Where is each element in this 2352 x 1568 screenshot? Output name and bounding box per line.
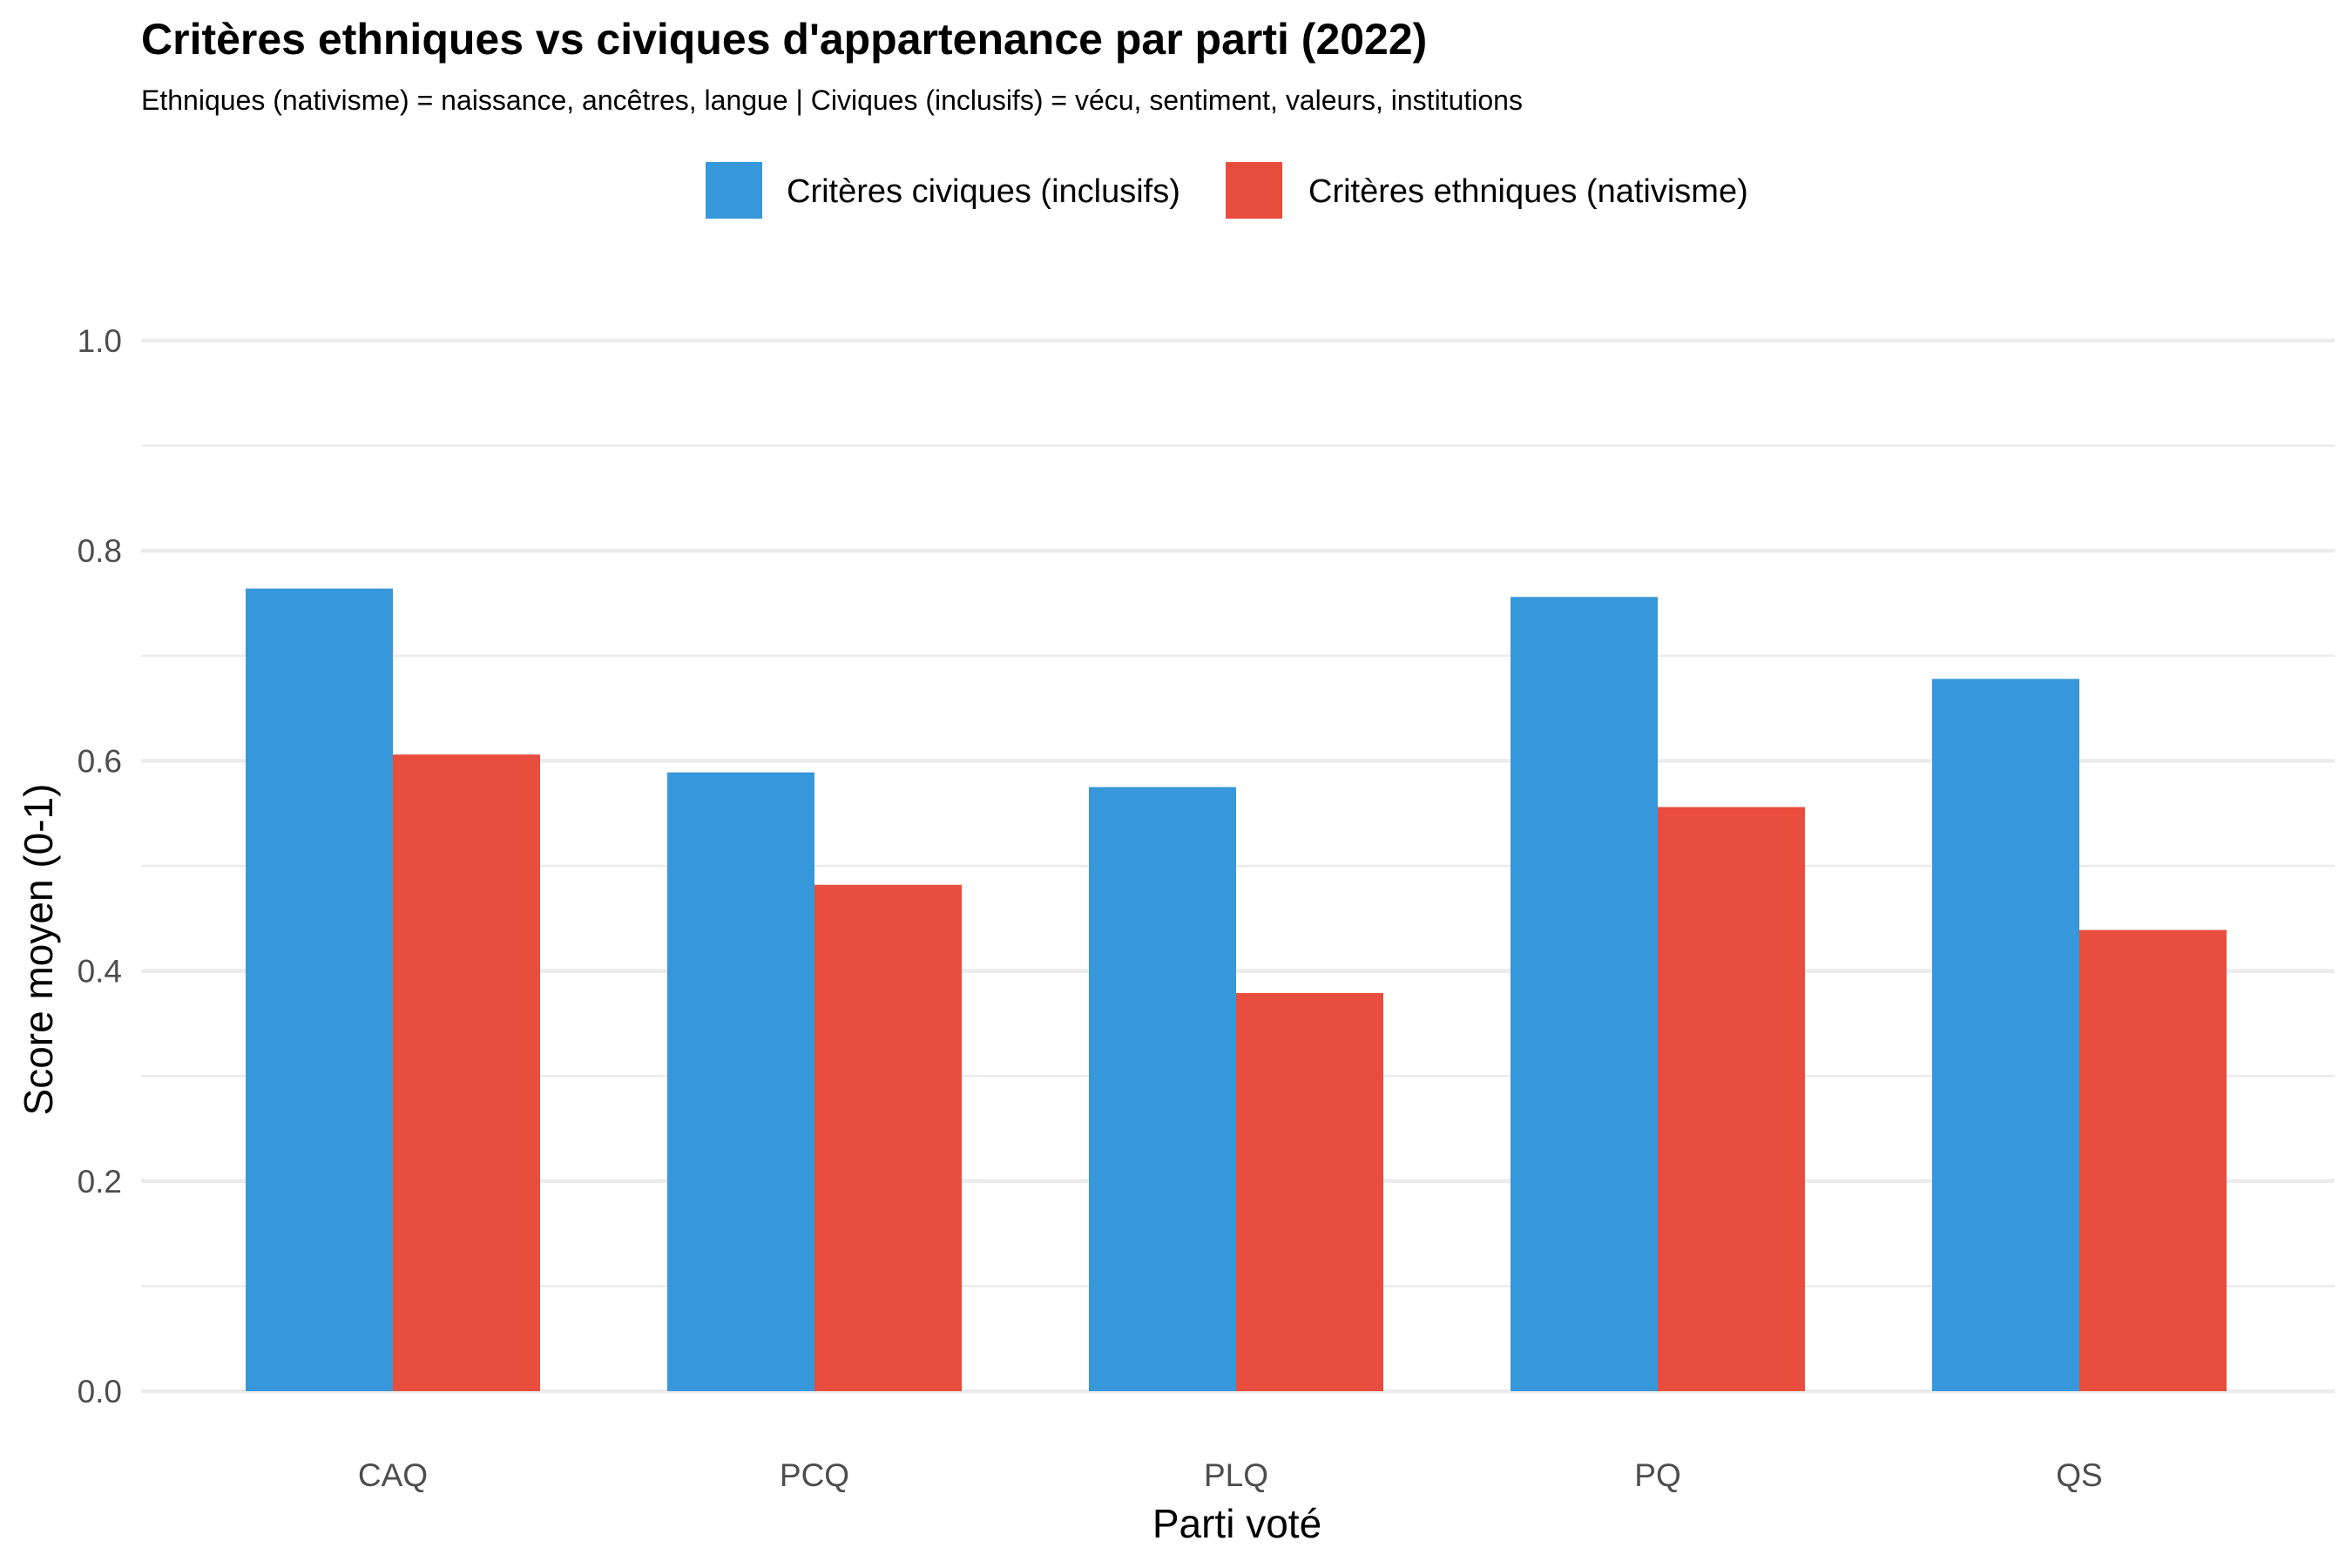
legend-label-civiques: Critères civiques (inclusifs) <box>787 173 1180 210</box>
x-tick-label: PLQ <box>1204 1457 1268 1493</box>
legend-label-ethniques: Critères ethniques (nativisme) <box>1308 173 1748 210</box>
legend-swatch-civiques <box>706 162 762 219</box>
bar-qs-civiques <box>1932 679 2079 1391</box>
x-tick-label: PCQ <box>780 1457 849 1493</box>
y-tick-label: 1.0 <box>78 323 122 359</box>
bar-pcq-civiques <box>667 772 814 1391</box>
bars <box>246 588 2227 1391</box>
y-tick-label: 0.4 <box>78 954 122 990</box>
chart-title: Critères ethniques vs civiques d'apparte… <box>141 15 1427 64</box>
bar-plq-civiques <box>1089 787 1236 1391</box>
x-tick-label: QS <box>2056 1457 2102 1493</box>
y-axis-ticks: 0.0 0.2 0.4 0.6 0.8 1.0 <box>78 323 122 1409</box>
y-tick-label: 0.6 <box>78 743 122 779</box>
bar-caq-civiques <box>246 588 393 1391</box>
y-tick-label: 0.2 <box>78 1164 122 1200</box>
y-tick-label: 0.0 <box>78 1374 122 1409</box>
bar-pq-ethniques <box>1658 807 1805 1391</box>
bar-pq-civiques <box>1511 597 1658 1391</box>
y-axis-title: Score moyen (0-1) <box>16 784 61 1116</box>
legend-swatch-ethniques <box>1226 162 1282 219</box>
bar-plq-ethniques <box>1236 992 1383 1391</box>
x-tick-label: CAQ <box>358 1457 428 1493</box>
x-tick-label: PQ <box>1634 1457 1680 1493</box>
legend-item-ethniques: Critères ethniques (nativisme) <box>1226 162 1748 219</box>
y-tick-label: 0.8 <box>78 533 122 569</box>
x-axis-ticks: CAQ PCQ PLQ PQ QS <box>358 1457 2103 1493</box>
bar-pcq-ethniques <box>814 884 962 1391</box>
bar-qs-ethniques <box>2079 929 2227 1391</box>
legend-item-civiques: Critères civiques (inclusifs) <box>706 162 1180 219</box>
chart-legend: Critères civiques (inclusifs) Critères e… <box>706 162 1748 219</box>
x-axis-title: Parti voté <box>1152 1501 1321 1546</box>
chart-subtitle: Ethniques (nativisme) = naissance, ancêt… <box>141 84 1523 116</box>
bar-caq-ethniques <box>393 754 540 1391</box>
